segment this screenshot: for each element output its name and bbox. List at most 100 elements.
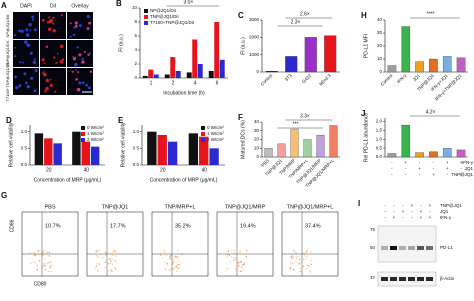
event-dot — [226, 256, 228, 258]
condition-sign: + — [429, 203, 432, 208]
bar — [415, 61, 424, 73]
row-label: T7100+TNP@JQ1/DiI — [5, 62, 10, 101]
cell-dot — [33, 28, 37, 32]
condition-sign: - — [419, 172, 421, 177]
x-tick-label: bEnd.3 — [318, 73, 332, 87]
legend-label: TNP@JQ1/DiI — [150, 14, 179, 19]
event-dot — [98, 249, 101, 252]
event-dot — [163, 249, 166, 252]
condition-sign: + — [460, 172, 463, 177]
x-tick-label: IFN-γ — [396, 72, 408, 84]
bar — [264, 148, 273, 158]
cell-dot — [29, 51, 33, 55]
event-dot — [44, 265, 47, 267]
condition-sign: + — [446, 166, 449, 171]
cell-dot — [25, 28, 29, 32]
event-dot — [34, 254, 37, 256]
x-tick-label: 40 — [201, 167, 207, 173]
event-dot — [298, 263, 300, 265]
legend-swatch — [144, 21, 148, 25]
condition-sign: - — [402, 215, 404, 220]
y-tick-label: 20 — [377, 43, 383, 48]
event-dot — [104, 254, 107, 256]
event-dot — [104, 261, 107, 264]
legend-label: 2 W/cm² — [87, 137, 104, 142]
event-dot — [178, 252, 180, 255]
bar — [153, 74, 159, 78]
event-dot — [172, 267, 174, 269]
bar — [324, 35, 337, 73]
blot-band — [417, 246, 424, 250]
bar — [401, 26, 411, 73]
legend-label: 2 W/cm² — [207, 137, 224, 142]
event-dot — [309, 266, 311, 268]
flow-plot — [86, 211, 144, 277]
event-dot — [50, 264, 52, 267]
bar — [188, 133, 199, 165]
cell-dot — [18, 83, 22, 87]
cell-dot — [31, 18, 35, 21]
event-dot — [306, 267, 308, 270]
event-dot — [111, 263, 114, 266]
event-dot — [295, 260, 297, 263]
cell-dot — [86, 14, 90, 19]
event-dot — [233, 249, 236, 252]
event-dot — [290, 255, 292, 258]
event-dot — [176, 270, 178, 273]
event-dot — [113, 250, 115, 252]
annotation: 2.6× — [300, 11, 310, 17]
bar — [44, 138, 53, 165]
bar — [401, 124, 411, 158]
cell-dot — [49, 83, 53, 88]
cell-dot — [74, 21, 78, 25]
condition-sign: - — [402, 203, 404, 208]
cell-dot — [48, 16, 51, 19]
blot-band — [408, 277, 415, 281]
event-dot — [306, 264, 308, 266]
event-dot — [98, 263, 101, 265]
cell-dot — [15, 86, 19, 90]
event-dot — [97, 270, 99, 272]
cell-dot — [81, 57, 84, 61]
y-tick-label: 0.5 — [133, 146, 140, 151]
event-dot — [236, 254, 239, 256]
event-dot — [114, 260, 116, 262]
cell-dot — [74, 62, 78, 67]
event-dot — [168, 269, 170, 271]
event-dot — [170, 254, 172, 257]
blot-band — [381, 246, 388, 250]
bar — [415, 152, 424, 158]
condition-sign: + — [418, 166, 421, 171]
event-dot — [303, 252, 305, 255]
cell-dot — [87, 53, 90, 57]
x-tick-label: G422 — [301, 73, 313, 85]
blot-band — [417, 277, 424, 281]
cell-dot — [47, 27, 52, 32]
x-axis-label: Concentration of MRP (μg/mL) — [34, 177, 102, 183]
event-dot — [226, 267, 228, 270]
x-axis-label: Concentration of MRP (μg/mL) — [150, 177, 218, 183]
y-tick-label: 4 — [134, 47, 137, 52]
condition-name: JQ1 — [465, 166, 474, 171]
bar — [147, 131, 157, 165]
panel-letter: G — [1, 191, 7, 200]
event-dot — [115, 255, 117, 257]
y-tick-label: 40 — [377, 17, 383, 22]
condition-sign: - — [433, 160, 435, 165]
event-dot — [171, 252, 174, 255]
y-tick-label: 0.0 — [21, 162, 28, 167]
event-dot — [50, 270, 52, 273]
cell-dot — [43, 62, 46, 65]
plot-title: TNP@JQ1 — [102, 204, 129, 210]
event-dot — [304, 258, 307, 260]
cell-dot — [14, 75, 17, 79]
condition-sign: - — [393, 203, 395, 208]
event-dot — [170, 257, 173, 260]
cell-dot — [41, 58, 45, 62]
y-tick-label: 8 — [134, 19, 137, 24]
kda-marker: 37 — [370, 275, 376, 280]
condition-sign: - — [411, 209, 413, 214]
condition-sign: - — [384, 203, 386, 208]
event-dot — [290, 257, 293, 259]
